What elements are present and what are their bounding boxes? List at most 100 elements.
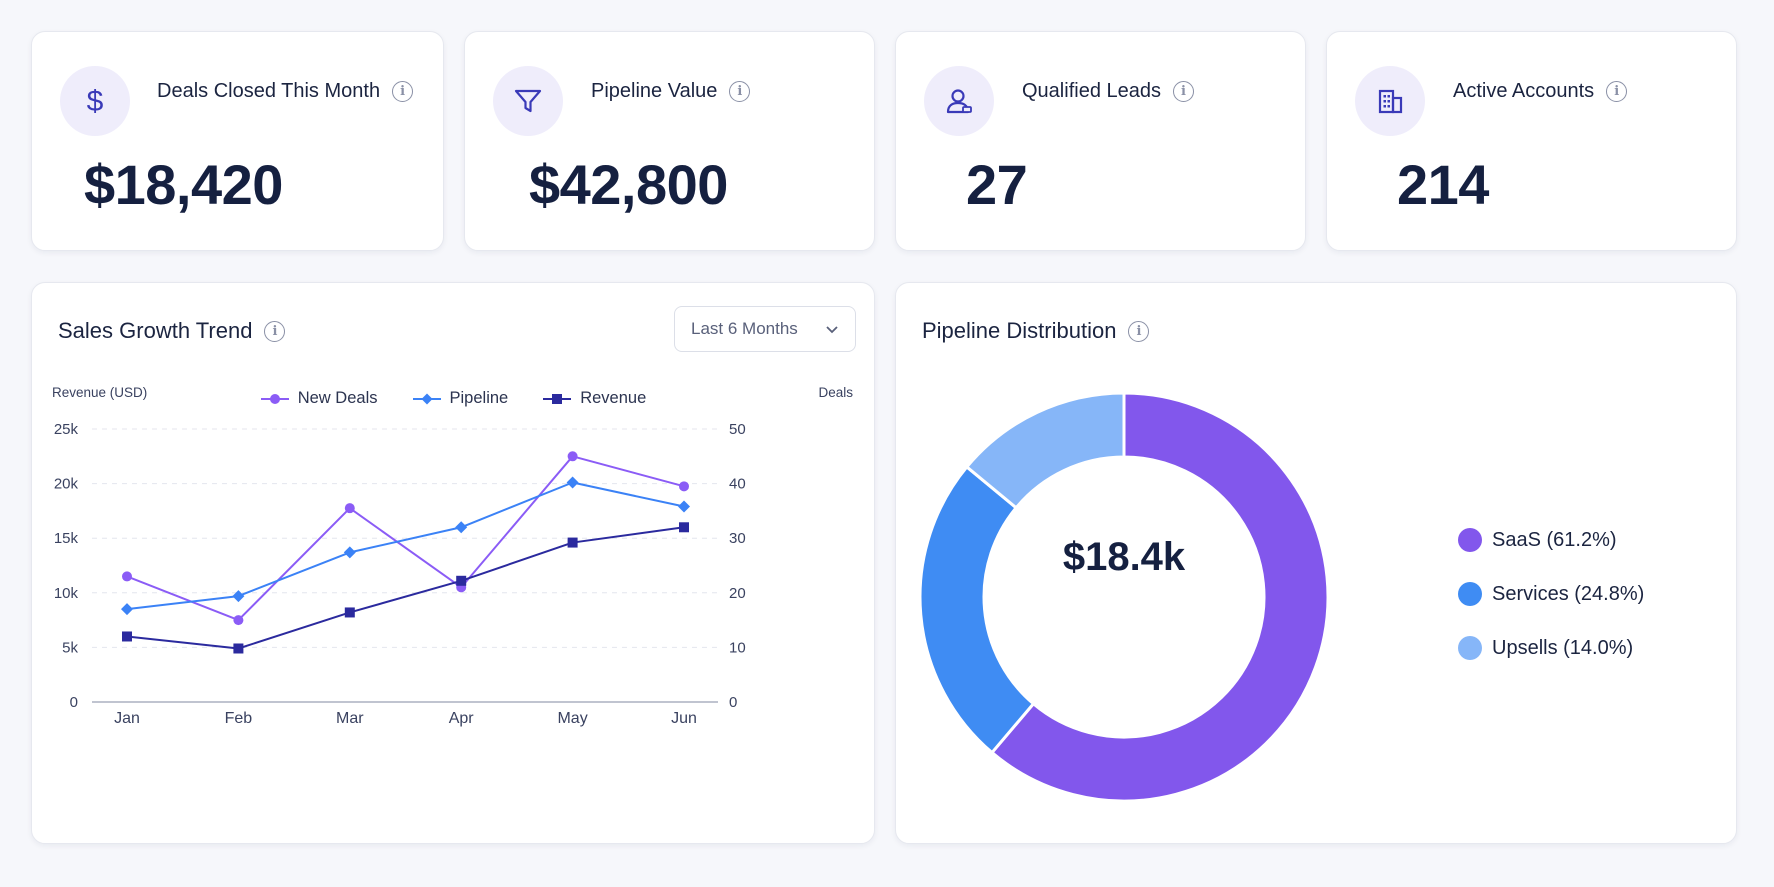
y2-tick-label: 30 [729, 530, 746, 547]
y2-tick-label: 20 [729, 585, 746, 602]
dollar-icon: $ [60, 66, 130, 136]
kpi-title: Pipeline Value i [591, 80, 751, 103]
y-tick-label: 25k [54, 421, 79, 438]
info-icon[interactable]: i [392, 81, 414, 102]
legend-marker [260, 393, 289, 404]
sales-growth-panel: Sales Growth Trend i Last 6 Months New D… [31, 282, 875, 844]
kpi-value: $42,800 [529, 153, 728, 216]
kpi-title: Qualified Leads i [1022, 80, 1194, 103]
x-tick-label: Mar [336, 710, 364, 727]
kpi-card-qualified-leads: Qualified Leads i 27 [895, 31, 1306, 251]
user-icon [924, 66, 994, 136]
revenue-point [233, 643, 244, 654]
chart-legend: New Deals Pipeline Revenue [32, 389, 874, 408]
info-icon[interactable]: i [264, 320, 286, 342]
donut-slice-services[interactable] [918, 464, 1036, 755]
legend-label: New Deals [297, 389, 378, 407]
new-deals-point [567, 451, 578, 462]
kpi-title-text: Deals Closed This Month [157, 80, 381, 102]
donut-slice-upsells[interactable] [964, 391, 1126, 510]
y-tick-label: 0 [70, 694, 78, 711]
legend-item-revenue[interactable]: Revenue [542, 389, 646, 408]
donut-legend-item-saas[interactable]: SaaS (61.2%) [1458, 528, 1644, 552]
donut-center-value: $18.4k [1062, 535, 1186, 579]
pipeline-donut-chart [918, 391, 1330, 803]
legend-dot [1458, 528, 1482, 552]
range-select[interactable]: Last 6 Months [674, 306, 856, 352]
legend-dot [1458, 582, 1482, 606]
pipeline-point [232, 590, 245, 603]
new-deals-point [344, 503, 355, 514]
y-axis-label: Revenue (USD) [52, 385, 147, 400]
kpi-title: Deals Closed This Month i [157, 80, 414, 103]
new-deals-point [233, 615, 244, 626]
kpi-value: 27 [966, 153, 1028, 216]
y-tick-label: 10k [54, 585, 79, 602]
info-icon[interactable]: i [1606, 81, 1628, 102]
y2-tick-label: 40 [729, 476, 746, 493]
donut-legend-item-upsells[interactable]: Upsells (14.0%) [1458, 636, 1644, 660]
new-deals-line [126, 455, 685, 622]
panel-title-text: Sales Growth Trend [58, 318, 253, 343]
legend-label: SaaS (61.2%) [1492, 528, 1617, 551]
pipeline-point [678, 500, 690, 513]
kpi-card-active-accounts: Active Accounts i 214 [1326, 31, 1737, 251]
pipeline-point [566, 476, 579, 489]
chevron-down-icon [826, 326, 838, 334]
x-tick-label: May [557, 710, 587, 727]
info-icon[interactable]: i [729, 81, 751, 102]
legend-dot [1458, 636, 1482, 660]
x-tick-label: Jan [114, 710, 140, 727]
y-tick-label: 20k [54, 476, 79, 493]
pipeline-distribution-panel: Pipeline Distribution i $18.4k SaaS (61.… [895, 282, 1737, 844]
kpi-title: Active Accounts i [1453, 80, 1628, 103]
kpi-title-text: Pipeline Value [591, 80, 718, 102]
legend-label: Revenue [580, 389, 647, 407]
revenue-point [122, 631, 132, 642]
pipeline-point [121, 603, 133, 616]
y2-tick-label: 0 [729, 694, 737, 711]
panel-title: Sales Growth Trend i [58, 318, 286, 344]
legend-item-new-deals[interactable]: New Deals [260, 389, 378, 408]
y2-tick-label: 50 [729, 421, 746, 438]
kpi-value: $18,420 [84, 153, 283, 216]
pipeline-line [126, 481, 685, 611]
kpi-card-pipeline-value: Pipeline Value i $42,800 [464, 31, 875, 251]
revenue-point [344, 607, 355, 618]
legend-label: Services (24.8%) [1492, 582, 1645, 605]
new-deals-point [122, 571, 132, 582]
range-select-value: Last 6 Months [691, 319, 798, 338]
revenue-point [456, 575, 467, 586]
legend-marker [412, 393, 441, 404]
legend-marker [543, 393, 572, 404]
panel-title: Pipeline Distribution i [922, 318, 1150, 344]
x-tick-label: Jun [671, 710, 697, 727]
donut-legend: SaaS (61.2%) Services (24.8%) Upsells (1… [1458, 528, 1644, 660]
kpi-title-text: Qualified Leads [1022, 80, 1161, 102]
y-tick-label: 15k [54, 530, 79, 547]
y2-axis-label: Deals [818, 385, 853, 400]
y-tick-label: 5k [62, 639, 78, 656]
funnel-icon [493, 66, 563, 136]
donut-slice-saas[interactable] [989, 391, 1330, 803]
building-icon [1355, 66, 1425, 136]
kpi-value: 214 [1397, 153, 1489, 216]
legend-label: Pipeline [449, 389, 509, 407]
svg-text:$: $ [87, 85, 104, 118]
x-tick-label: Feb [225, 710, 253, 727]
revenue-point [679, 522, 689, 533]
sales-line-chart: 0 0 5k 10 10k 20 15k 30 20k 40 25k 50 Revenue (USD) D… [52, 385, 853, 727]
info-icon[interactable]: i [1128, 320, 1150, 342]
legend-label: Upsells (14.0%) [1492, 636, 1634, 659]
pipeline-point [455, 521, 468, 534]
new-deals-point [679, 481, 689, 492]
y2-tick-label: 10 [729, 639, 746, 656]
info-icon[interactable]: i [1172, 81, 1194, 102]
donut-legend-item-services[interactable]: Services (24.8%) [1458, 582, 1644, 606]
pipeline-point [343, 546, 356, 559]
panel-title-text: Pipeline Distribution [922, 318, 1117, 343]
revenue-point [567, 537, 578, 548]
legend-item-pipeline[interactable]: Pipeline [412, 389, 509, 408]
revenue-line [126, 526, 685, 650]
kpi-card-deals-closed: $ Deals Closed This Month i $18,420 [31, 31, 444, 251]
